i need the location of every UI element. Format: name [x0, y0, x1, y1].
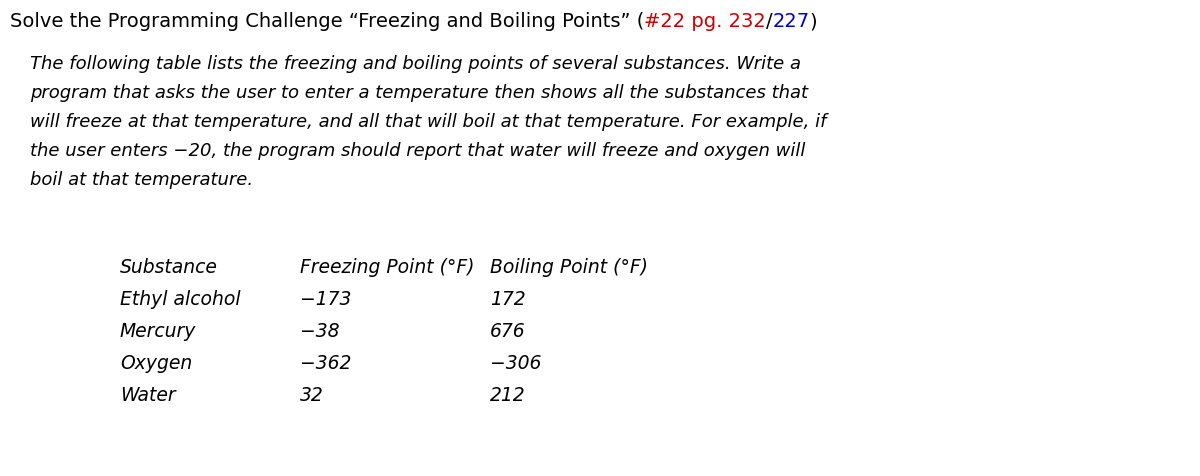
Text: Water: Water	[120, 385, 175, 404]
Text: 676: 676	[490, 321, 526, 340]
Text: −173: −173	[300, 289, 352, 308]
Text: −38: −38	[300, 321, 340, 340]
Text: /: /	[766, 12, 773, 31]
Text: Freezing Point (°F): Freezing Point (°F)	[300, 258, 474, 277]
Text: ): )	[810, 12, 817, 31]
Text: Ethyl alcohol: Ethyl alcohol	[120, 289, 241, 308]
Text: Substance: Substance	[120, 258, 218, 277]
Text: boil at that temperature.: boil at that temperature.	[30, 170, 253, 188]
Text: Solve the Programming Challenge “Freezing and Boiling Points” (: Solve the Programming Challenge “Freezin…	[10, 12, 644, 31]
Text: Oxygen: Oxygen	[120, 353, 192, 372]
Text: The following table lists the freezing and boiling points of several substances.: The following table lists the freezing a…	[30, 55, 802, 73]
Text: −306: −306	[490, 353, 541, 372]
Text: Mercury: Mercury	[120, 321, 197, 340]
Text: 212: 212	[490, 385, 526, 404]
Text: −362: −362	[300, 353, 352, 372]
Text: 172: 172	[490, 289, 526, 308]
Text: 227: 227	[773, 12, 810, 31]
Text: #22 pg. 232: #22 pg. 232	[644, 12, 766, 31]
Text: 32: 32	[300, 385, 324, 404]
Text: Boiling Point (°F): Boiling Point (°F)	[490, 258, 648, 277]
Text: the user enters −20, the program should report that water will freeze and oxygen: the user enters −20, the program should …	[30, 142, 805, 159]
Text: will freeze at that temperature, and all that will boil at that temperature. For: will freeze at that temperature, and all…	[30, 113, 827, 131]
Text: program that asks the user to enter a temperature then shows all the substances : program that asks the user to enter a te…	[30, 84, 808, 102]
